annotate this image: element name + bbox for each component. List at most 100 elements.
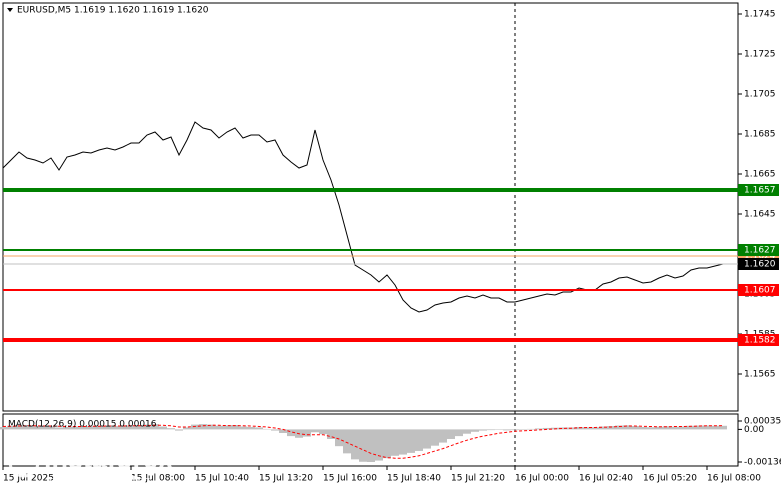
macd-bar [487,429,495,431]
x-tick-label: 15 Jul 10:40 [195,474,249,484]
macd-bar [719,425,727,430]
level-label-box [738,258,779,270]
level-label: 1.1627 [744,246,776,256]
macd-bar [63,426,71,430]
x-tick-label: 15 Jul 18:40 [387,474,441,484]
level-label: 1.1657 [744,186,776,196]
macd-bar [55,427,63,430]
macd-bar [375,429,383,461]
macd-bar [103,425,111,430]
macd-bar [327,429,335,439]
level-label: 1.1582 [744,336,776,346]
macd-bar [215,425,223,430]
y-tick-label: 1.1705 [744,90,776,100]
x-tick-label: 16 Jul 05:20 [643,474,697,484]
x-tick-label: 16 Jul 00:00 [515,474,569,484]
macd-bar [399,429,407,455]
plot-layer: 1.1745 1.1725 1.1705 1.1685 1.1665 1.1645 1.16… [0,3,781,484]
macd-bar [279,429,287,433]
macd-bar [455,429,463,437]
logo: instaforex Instant Forex Trading [8,444,173,487]
macd-bar [631,426,639,430]
y-tick-label: 1.1665 [744,170,776,180]
macd-bar [31,426,39,430]
macd-bar [623,425,631,430]
macd-bar [367,429,375,462]
macd-bar [111,426,119,430]
macd-bar [271,429,279,431]
macd-bar [647,427,655,430]
macd-bar [383,429,391,459]
macd-bar [359,429,367,462]
x-tick-label: 16 Jul 08:00 [707,474,761,484]
logo-tagline: Instant Forex Trading [46,475,150,487]
level-label-box [738,184,779,196]
macd-bar [143,424,151,430]
macd-bar [423,429,431,449]
macd-bar [599,426,607,430]
macd-bar [471,429,479,432]
macd-bar [671,426,679,430]
macd-bar [711,425,719,430]
y-tick-label: 1.1565 [744,370,776,380]
macd-bar [575,426,583,430]
y-tick-label: 1.1745 [744,10,776,20]
macd-bar [7,425,15,430]
macd-bar [415,429,423,451]
x-tick-label: 16 Jul 02:40 [579,474,633,484]
y-tick-label: -0.00136 [744,458,781,468]
level-label-box [738,244,779,256]
x-tick-label: 15 Jul 13:20 [259,474,313,484]
macd-bar [263,428,271,430]
macd-bar [247,426,255,430]
macd-bar [223,425,231,430]
x-tick-label: 15 Jul 08:00 [131,474,185,484]
macd-bar [119,425,127,430]
macd-bar [79,426,87,430]
level-label: 1.1607 [744,286,776,296]
macd-bar [47,426,55,430]
macd-bar [391,429,399,456]
macd-bar [687,425,695,430]
macd-bar [511,429,519,431]
y-tick-label: 1.1685 [744,130,776,140]
macd-bar [447,429,455,439]
macd-bar [543,427,551,430]
macd-bar [231,425,239,430]
macd-bar [615,425,623,430]
macd-bar [583,427,591,430]
level-label: 1.1620 [744,260,776,270]
macd-bar [463,429,471,434]
x-tick-label: 15 Jul 21:20 [451,474,505,484]
macd-bar [255,427,263,430]
macd-bar [655,426,663,430]
chart-title: EURUSD,M5 1.1619 1.1620 1.1619 1.1620 [17,6,209,16]
macd-bar [495,429,503,430]
macd-bar [527,428,535,430]
macd-bar [439,429,447,443]
logo-icon [8,446,40,478]
macd-bar [87,426,95,430]
macd-bar [407,429,415,453]
macd-bar [639,426,647,430]
macd-bar [591,427,599,430]
macd-bar [503,429,511,431]
y-tick-label: 0.00 [744,425,764,435]
y-tick-label: 1.1725 [744,50,776,60]
macd-bar [175,429,183,431]
macd-bar [39,426,47,430]
macd-title: MACD(12,26,9) 0.00015 0.00016 [8,420,157,430]
macd-bar [71,426,79,430]
macd-bar [303,429,311,437]
macd-bar [351,429,359,460]
macd-bar [159,426,167,430]
macd-bar [167,428,175,430]
macd-bar [183,427,191,430]
macd-bar [479,429,487,431]
macd-bar [663,426,671,430]
title-icon [7,8,13,12]
macd-bar [23,425,31,430]
macd-bar [207,424,215,430]
price-line [2,121,724,313]
